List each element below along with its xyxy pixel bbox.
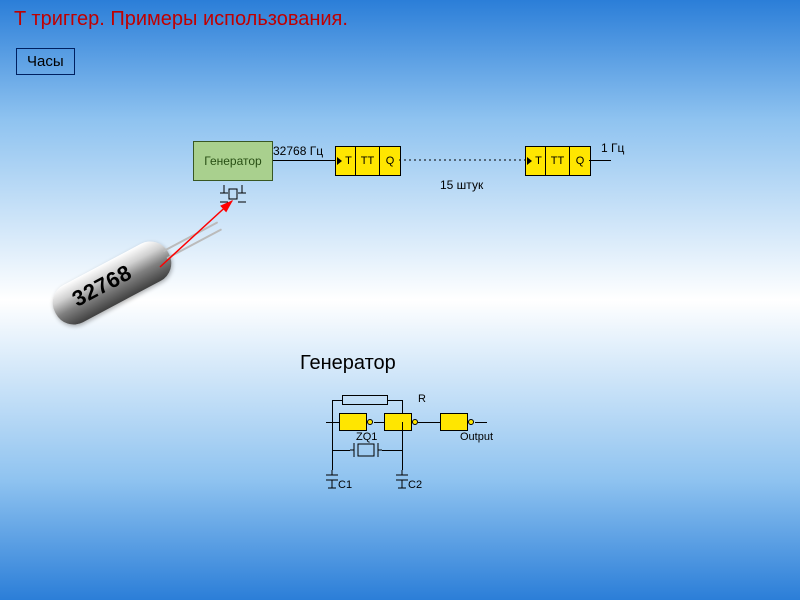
generator-block: Генератор — [193, 141, 273, 181]
r-label: R — [418, 393, 426, 405]
ffn-t-label: T — [535, 155, 542, 167]
ffn-tt-label: TT — [551, 155, 564, 167]
c1-label: C1 — [338, 479, 352, 491]
ff1-t-label: T — [345, 155, 352, 167]
generator-schematic: R Output ZQ1 C1 — [320, 395, 510, 525]
zq1-label: ZQ1 — [356, 431, 377, 443]
freq-low-label: 1 Гц — [601, 141, 624, 155]
ff1-q-label: Q — [386, 155, 395, 167]
ff1-tt-label: TT — [361, 155, 374, 167]
wire-ff-out — [589, 160, 611, 161]
flipflop-1: T TT Q — [335, 146, 401, 176]
inverter-2 — [384, 413, 412, 431]
resistor-r — [342, 395, 388, 405]
generator-section-title: Генератор — [300, 352, 396, 375]
wire-gen-ff1 — [273, 160, 335, 161]
freq-high-label: 32768 Гц — [273, 144, 323, 158]
flipflop-n: T TT Q — [525, 146, 591, 176]
crystal-marking: 32768 — [68, 260, 136, 313]
c2-label: C2 — [408, 479, 422, 491]
inverter-3 — [440, 413, 468, 431]
ffn-q-label: Q — [576, 155, 585, 167]
page-title: T триггер. Примеры использования. — [14, 8, 348, 31]
zq1-crystal-icon — [350, 440, 382, 460]
arrow-icon — [150, 195, 250, 275]
count-label: 15 штук — [440, 178, 483, 192]
output-label: Output — [460, 431, 493, 443]
clock-badge: Часы — [16, 48, 75, 75]
dotted-connector — [399, 155, 525, 165]
inverter-1 — [339, 413, 367, 431]
